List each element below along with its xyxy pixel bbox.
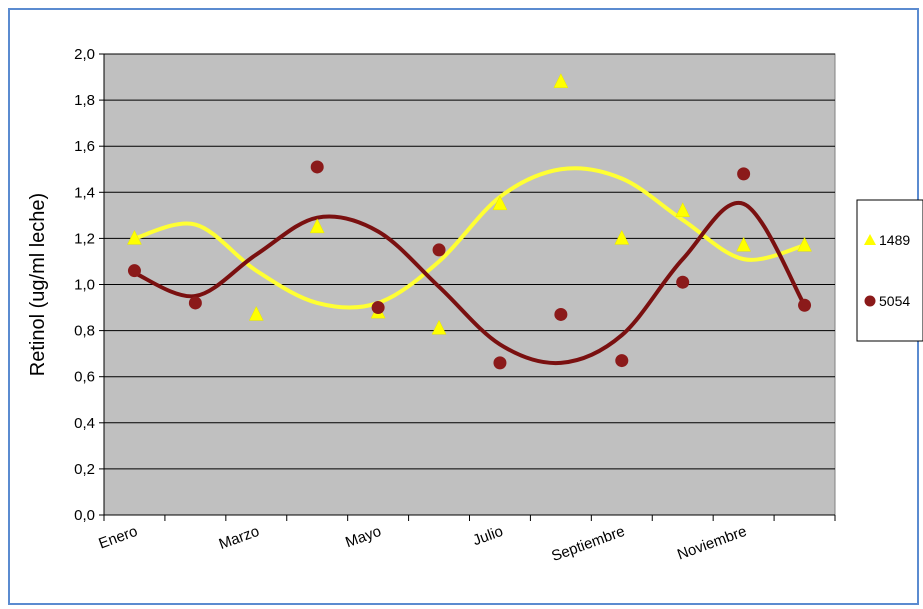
axes (103, 54, 836, 521)
trendlines (132, 166, 807, 366)
y-tick-label: 2,0 (74, 46, 95, 63)
y-tick-label: 1,8 (74, 92, 95, 109)
point-1489 (248, 305, 264, 321)
legend-box (856, 199, 923, 342)
y-tick-label: 0,4 (74, 415, 95, 432)
point-1489 (675, 202, 691, 217)
y-tick-label: 0,2 (74, 461, 95, 478)
x-tick-label: Julio (471, 523, 506, 550)
y-tick-label: 0,0 (74, 507, 95, 524)
y-tick-label: 1,4 (74, 184, 95, 201)
x-tick-label: Mayo (343, 523, 383, 552)
legend-label-5054: 5054 (879, 293, 910, 309)
point-5054 (737, 167, 751, 181)
trendline-5054 (132, 200, 807, 366)
legend-label-1489: 1489 (879, 232, 910, 248)
point-5054 (188, 296, 202, 310)
legend: 1489 5054 (856, 199, 923, 342)
legend-marker-1489 (864, 234, 876, 245)
point-1489 (553, 73, 569, 88)
y-tick-label: 1,2 (74, 230, 95, 247)
x-tick-label: Enero (96, 523, 139, 553)
point-1489 (309, 218, 325, 234)
data-points (127, 73, 812, 370)
point-5054 (432, 243, 446, 257)
point-1489 (797, 236, 812, 252)
point-1489 (431, 319, 447, 335)
point-5054 (798, 298, 812, 312)
point-5054 (676, 275, 690, 289)
x-tick-label: Noviembre (675, 523, 749, 564)
x-tick-label: Septiembre (549, 523, 627, 565)
point-5054 (371, 301, 385, 315)
y-tick-label: 0,6 (74, 369, 95, 386)
point-5054 (554, 307, 568, 321)
y-tick-label: 1,6 (74, 138, 95, 155)
point-5054 (127, 264, 141, 278)
point-5054 (310, 160, 324, 174)
point-5054 (493, 356, 507, 370)
trendline-1489 (132, 166, 807, 310)
point-5054 (615, 354, 629, 368)
x-tick-label: Marzo (217, 523, 262, 553)
legend-marker-5054 (864, 295, 876, 307)
gridlines (99, 53, 835, 516)
point-1489 (736, 236, 752, 252)
y-tick-label: 1,0 (74, 277, 95, 294)
y-axis-title: Retinol (ug/ml leche) (27, 193, 49, 376)
point-1489 (614, 229, 630, 245)
point-1489 (127, 229, 142, 245)
point-1489 (492, 195, 508, 211)
y-tick-label: 0,8 (74, 323, 95, 340)
